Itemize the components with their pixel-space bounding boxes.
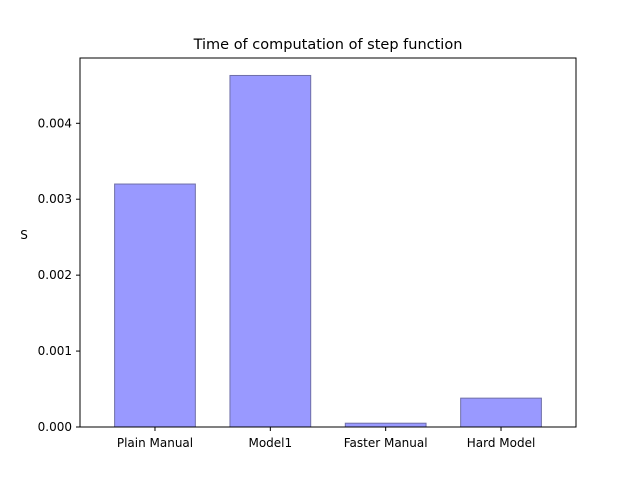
- x-tick-label: Hard Model: [467, 436, 536, 450]
- y-tick-label: 0.000: [38, 420, 72, 434]
- x-tick-label: Plain Manual: [117, 436, 193, 450]
- x-tick-label: Model1: [248, 436, 292, 450]
- y-tick-label: 0.002: [38, 268, 72, 282]
- x-tick-label: Faster Manual: [344, 436, 428, 450]
- bar-model1: [229, 74, 312, 428]
- y-tick-label: 0.001: [38, 344, 72, 358]
- bar-faster-manual: [344, 422, 427, 428]
- y-ticks-group: 0.000 0.001 0.002 0.003 0.004: [38, 116, 80, 434]
- y-axis-label: S: [20, 228, 28, 242]
- bar-plain-manual: [114, 183, 196, 428]
- chart-title: Time of computation of step function: [193, 37, 463, 53]
- plot-frame: [79, 57, 577, 428]
- bars-group: [114, 74, 542, 428]
- bar-hard-model: [460, 397, 542, 428]
- y-tick-label: 0.003: [38, 192, 72, 206]
- x-ticks-group: Plain Manual Model1 Faster Manual Hard Mode…: [117, 427, 535, 450]
- y-tick-label: 0.004: [38, 116, 72, 130]
